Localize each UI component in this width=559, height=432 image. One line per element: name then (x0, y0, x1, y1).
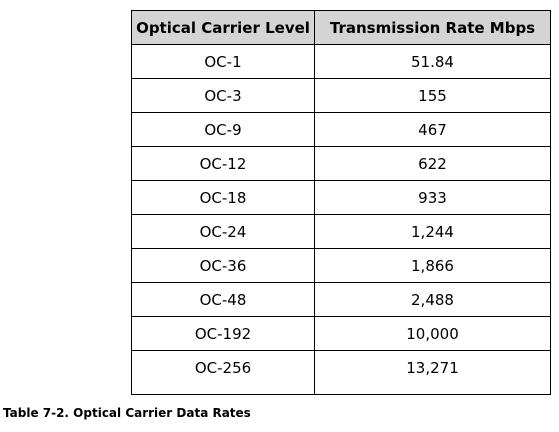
table-header-row: Optical Carrier Level Transmission Rate … (131, 10, 551, 45)
optical-carrier-table: Optical Carrier Level Transmission Rate … (131, 10, 551, 395)
transmission-rate-cell: 933 (314, 180, 551, 215)
table-row: OC-12 622 (131, 146, 551, 181)
table-row: OC-256 13,271 (131, 350, 551, 395)
table-row: OC-48 2,488 (131, 282, 551, 317)
transmission-rate-cell: 13,271 (314, 350, 551, 395)
column-header-transmission-rate: Transmission Rate Mbps (314, 10, 551, 45)
table-row: OC-3 155 (131, 78, 551, 113)
transmission-rate-cell: 2,488 (314, 282, 551, 317)
table-row: OC-1 51.84 (131, 44, 551, 79)
carrier-level-cell: OC-48 (131, 282, 315, 317)
carrier-level-cell: OC-24 (131, 214, 315, 249)
table-row: OC-192 10,000 (131, 316, 551, 351)
table-row: OC-18 933 (131, 180, 551, 215)
transmission-rate-cell: 10,000 (314, 316, 551, 351)
carrier-level-cell: OC-1 (131, 44, 315, 79)
table-caption: Table 7-2. Optical Carrier Data Rates (3, 406, 251, 420)
carrier-level-cell: OC-3 (131, 78, 315, 113)
transmission-rate-cell: 51.84 (314, 44, 551, 79)
table-row: OC-24 1,244 (131, 214, 551, 249)
table-row: OC-9 467 (131, 112, 551, 147)
carrier-level-cell: OC-12 (131, 146, 315, 181)
column-header-carrier-level: Optical Carrier Level (131, 10, 315, 45)
carrier-level-cell: OC-18 (131, 180, 315, 215)
carrier-level-cell: OC-256 (131, 350, 315, 395)
carrier-level-cell: OC-192 (131, 316, 315, 351)
transmission-rate-cell: 622 (314, 146, 551, 181)
transmission-rate-cell: 155 (314, 78, 551, 113)
table-row: OC-36 1,866 (131, 248, 551, 283)
transmission-rate-cell: 1,244 (314, 214, 551, 249)
carrier-level-cell: OC-9 (131, 112, 315, 147)
carrier-level-cell: OC-36 (131, 248, 315, 283)
transmission-rate-cell: 1,866 (314, 248, 551, 283)
transmission-rate-cell: 467 (314, 112, 551, 147)
